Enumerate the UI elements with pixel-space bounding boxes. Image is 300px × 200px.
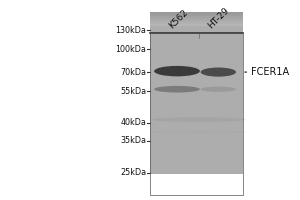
Bar (150, 47, 243, 49)
Bar (150, 113, 243, 115)
Ellipse shape (201, 68, 236, 77)
Bar (150, 109, 243, 111)
Bar (150, 12, 243, 14)
Bar (150, 121, 243, 123)
Bar (150, 71, 243, 73)
Bar (150, 34, 243, 36)
Bar (150, 105, 243, 107)
Bar (150, 89, 243, 91)
Bar (150, 91, 243, 93)
Bar (150, 28, 243, 30)
Ellipse shape (154, 66, 200, 76)
Text: K562: K562 (167, 8, 190, 30)
Text: 40kDa: 40kDa (120, 118, 146, 127)
Bar (150, 81, 243, 83)
Bar (150, 22, 243, 24)
Bar (150, 158, 243, 160)
Bar (150, 170, 243, 172)
Text: 70kDa: 70kDa (120, 68, 146, 77)
Bar (150, 111, 243, 113)
Bar (150, 85, 243, 87)
Bar (150, 166, 243, 168)
Bar (150, 75, 243, 77)
Bar (150, 101, 243, 103)
Bar (150, 67, 243, 69)
Bar (150, 150, 243, 152)
Bar (150, 44, 243, 47)
Bar (150, 115, 243, 117)
Text: HT-29: HT-29 (206, 6, 231, 30)
Bar (150, 51, 243, 53)
Bar (150, 59, 243, 61)
Text: 55kDa: 55kDa (120, 87, 146, 96)
Bar (150, 127, 243, 129)
Bar (150, 49, 243, 51)
Text: 35kDa: 35kDa (120, 136, 146, 145)
Bar (150, 69, 243, 71)
Bar (150, 26, 243, 28)
Bar (150, 97, 243, 99)
Bar (150, 123, 243, 125)
Bar (150, 30, 243, 32)
Bar (150, 160, 243, 162)
Bar (150, 142, 243, 144)
Bar (150, 144, 243, 146)
Bar (150, 129, 243, 131)
Bar (150, 107, 243, 109)
Bar (150, 42, 243, 44)
Text: FCER1A: FCER1A (251, 67, 289, 77)
Bar (150, 83, 243, 85)
Bar (150, 140, 243, 142)
Bar (150, 93, 243, 95)
Bar (150, 73, 243, 75)
Bar (150, 24, 243, 26)
Bar (150, 117, 243, 119)
Bar (150, 152, 243, 154)
Bar (150, 32, 243, 34)
Bar (150, 61, 243, 63)
Bar (150, 168, 243, 170)
Text: 100kDa: 100kDa (115, 45, 146, 54)
Bar (150, 172, 243, 174)
Bar (150, 18, 243, 20)
Bar (150, 77, 243, 79)
Bar (150, 87, 243, 89)
Bar (150, 16, 243, 18)
Bar (150, 63, 243, 65)
Bar (150, 148, 243, 150)
Bar (150, 146, 243, 148)
Bar (150, 65, 243, 67)
Bar (150, 38, 243, 40)
Bar (150, 133, 243, 135)
Bar (150, 95, 243, 97)
Bar (150, 36, 243, 38)
Bar (150, 20, 243, 22)
Ellipse shape (201, 87, 236, 92)
Bar (150, 125, 243, 127)
Bar (150, 137, 243, 140)
Bar (150, 154, 243, 156)
Text: 25kDa: 25kDa (120, 168, 146, 177)
Bar (150, 164, 243, 166)
Bar (150, 156, 243, 158)
Bar (150, 55, 243, 57)
Bar (150, 103, 243, 105)
Bar (150, 33, 243, 195)
Bar (150, 119, 243, 121)
Bar (150, 14, 243, 16)
Text: 130kDa: 130kDa (115, 26, 146, 35)
Bar (150, 99, 243, 101)
Bar (150, 131, 243, 133)
Ellipse shape (154, 86, 200, 93)
Bar (150, 40, 243, 42)
Ellipse shape (151, 117, 246, 122)
Bar (150, 135, 243, 137)
Bar (150, 162, 243, 164)
Bar (150, 53, 243, 55)
Bar (150, 57, 243, 59)
Ellipse shape (151, 130, 246, 134)
Bar (150, 79, 243, 81)
